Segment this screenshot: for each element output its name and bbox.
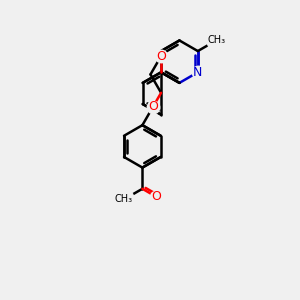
Text: O: O bbox=[148, 100, 158, 113]
Text: O: O bbox=[152, 190, 161, 203]
Text: CH₃: CH₃ bbox=[207, 35, 225, 46]
Text: N: N bbox=[193, 66, 203, 79]
Text: CH₃: CH₃ bbox=[115, 194, 133, 204]
Text: O: O bbox=[156, 50, 166, 63]
